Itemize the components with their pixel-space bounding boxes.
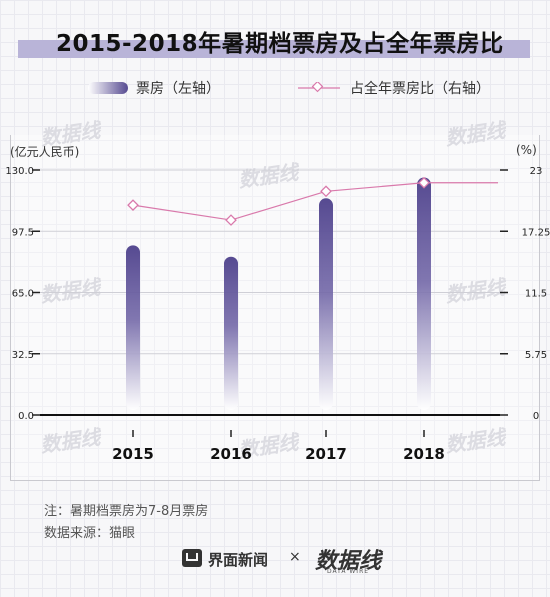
left-tick-label: 97.5 xyxy=(12,227,34,238)
x-tick-label: 2017 xyxy=(305,445,347,463)
bar-2017 xyxy=(319,198,333,410)
right-tick-label: 23 xyxy=(530,166,543,177)
left-tick-label: 0.0 xyxy=(18,411,34,422)
note-line-1: 注：暑期档票房为7-8月票房 xyxy=(44,504,209,519)
line-point-2016 xyxy=(225,214,237,226)
right-tick-label: 5.75 xyxy=(525,350,547,361)
legend-bar-swatch xyxy=(88,82,128,94)
line-point-2018 xyxy=(418,176,430,189)
chart-svg: 0.0 32.5 65.0 97.5 130.0 0 5.75 11.5 17.25 23 20… xyxy=(5,166,550,463)
left-axis-unit: (亿元人民币) xyxy=(10,145,80,159)
bar-2015 xyxy=(126,245,140,410)
left-tick-label: 32.5 xyxy=(12,350,34,361)
legend-bar-label: 票房（左轴） xyxy=(136,81,220,97)
right-tick-label: 0 xyxy=(533,411,539,422)
left-tick-label: 130.0 xyxy=(5,166,34,177)
partner-logo-subtitle: DATA WIRE xyxy=(327,568,370,575)
line-point-2017 xyxy=(320,185,332,198)
line-point-2015 xyxy=(127,199,139,212)
share-line xyxy=(132,182,498,221)
legend-item-line: 占全年票房比（右轴） xyxy=(298,78,490,98)
partner-logo: 数据线 xyxy=(315,549,382,574)
brand-name: 界面新闻 xyxy=(208,551,269,569)
footer: 界面新闻 × 数据线 DATA WIRE xyxy=(0,541,550,577)
chart-frame xyxy=(10,135,540,481)
x-tick-label: 2018 xyxy=(403,445,445,463)
legend-line-swatch xyxy=(298,82,340,93)
bar-2016 xyxy=(224,256,238,410)
title-highlight-band xyxy=(18,40,530,58)
right-tick-label: 17.25 xyxy=(522,227,550,238)
left-tick-label: 65.0 xyxy=(12,289,34,300)
bar-2018 xyxy=(417,177,431,410)
chart-title-bar: 2015-2018年暑期档票房及占全年票房比 xyxy=(18,24,530,60)
chart-title: 2015-2018年暑期档票房及占全年票房比 xyxy=(56,31,504,57)
right-tick-label: 11.5 xyxy=(525,289,547,300)
right-axis-unit: (%) xyxy=(516,143,537,157)
cross-symbol: × xyxy=(289,549,301,565)
x-tick-label: 2015 xyxy=(112,445,154,463)
note-line-2: 数据来源：猫眼 xyxy=(44,526,136,541)
x-tick-label: 2016 xyxy=(210,445,252,463)
brand-logo-icon xyxy=(182,549,202,567)
legend-line-label: 占全年票房比（右轴） xyxy=(350,81,490,97)
legend: 票房（左轴） 占全年票房比（右轴） xyxy=(0,78,550,100)
legend-item-bar: 票房（左轴） xyxy=(88,78,220,98)
